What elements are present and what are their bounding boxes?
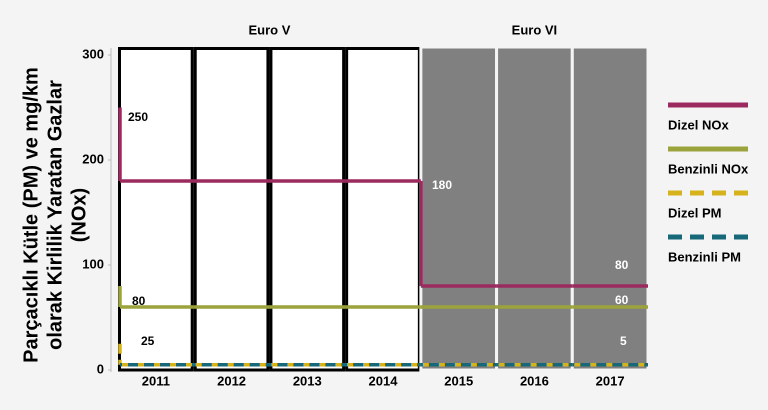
- x-tick-label: 2011: [142, 373, 170, 388]
- y-tick-label: 0: [97, 361, 104, 376]
- x-tick-label: 2012: [217, 373, 246, 388]
- legend-label: Dizel NOx: [668, 117, 729, 132]
- data-label: 80: [132, 294, 146, 308]
- legend-label: Benzinli PM: [668, 249, 741, 264]
- y-axis-label: (NOx): [68, 188, 90, 242]
- data-label: 250: [128, 110, 148, 124]
- x-tick-label: 2014: [369, 373, 399, 388]
- legend-label: Dizel PM: [668, 205, 721, 220]
- x-tick-label: 2015: [444, 373, 473, 388]
- y-tick-label: 100: [82, 256, 104, 271]
- legend-label: Benzinli NOx: [668, 161, 749, 176]
- period-column: [269, 47, 346, 372]
- x-tick-label: 2013: [293, 373, 322, 388]
- period-label: Euro VI: [512, 22, 558, 37]
- x-tick-label: 2017: [596, 373, 625, 388]
- y-tick-label: 200: [82, 151, 104, 166]
- period-column: [570, 45, 650, 372]
- period-column: [193, 47, 270, 372]
- data-label: 5: [620, 334, 627, 348]
- data-label: 180: [432, 178, 452, 192]
- y-axis-label: olarak Kirlilik Yaratan Gazlar: [44, 80, 66, 350]
- period-column: [495, 45, 574, 372]
- data-label: 25: [141, 334, 155, 348]
- data-label: 60: [615, 293, 629, 307]
- period-column: [345, 47, 421, 372]
- period-column: [118, 47, 194, 372]
- period-column: [419, 45, 499, 372]
- data-label: 80: [615, 258, 629, 272]
- x-tick-label: 2016: [520, 373, 549, 388]
- y-axis-label: Parçacıklı Kütle (PM) ve mg/km: [20, 67, 42, 363]
- y-tick-label: 300: [82, 46, 104, 61]
- period-label: Euro V: [248, 22, 290, 37]
